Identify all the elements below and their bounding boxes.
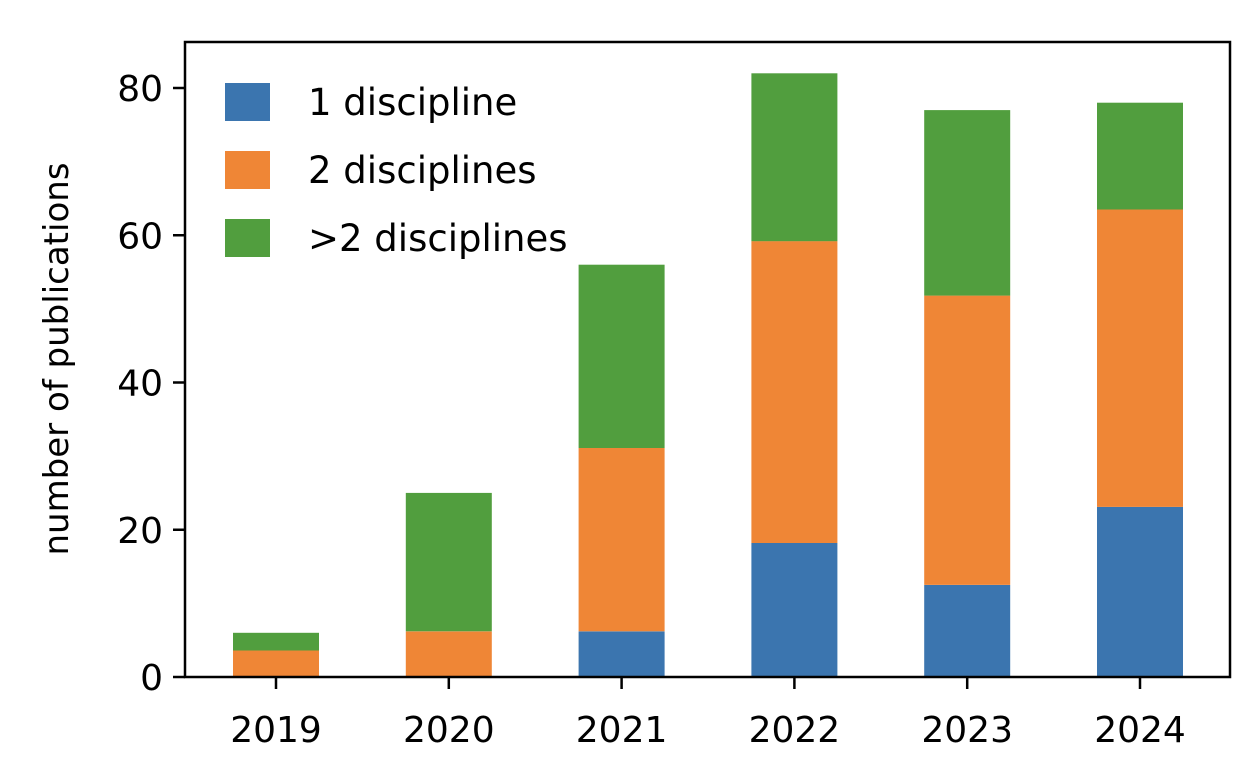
x-tick-label: 2019 — [230, 710, 322, 751]
legend-swatch-3 — [225, 219, 270, 257]
bar-2024-series-3 — [1097, 102, 1183, 210]
bar-2023-series-3 — [924, 110, 1011, 296]
y-axis: 0 20 40 60 80 — [117, 69, 185, 699]
bar-2024-series-2 — [1097, 209, 1183, 507]
bar-2019-series-2 — [233, 650, 319, 677]
y-tick-label: 20 — [117, 511, 163, 552]
y-tick-label: 0 — [140, 658, 163, 699]
x-tick-label: 2022 — [749, 710, 841, 751]
legend-swatch-1 — [225, 83, 270, 121]
bar-2019-series-3 — [233, 632, 319, 651]
x-axis: 2019 2020 2021 2022 2023 2024 — [230, 677, 1186, 751]
y-tick-label: 80 — [117, 69, 163, 110]
bar-2023-series-1 — [924, 585, 1011, 677]
legend-label-2: 2 disciplines — [308, 149, 537, 192]
bar-2020-series-2 — [405, 631, 492, 677]
plot-frame — [183, 40, 1232, 679]
y-tick-label: 40 — [117, 364, 163, 405]
bar-2021-series-2 — [578, 448, 665, 632]
bars-layer — [233, 73, 1183, 677]
bar-2024-series-1 — [1097, 506, 1183, 677]
x-tick-label: 2023 — [921, 710, 1013, 751]
legend-label-1: 1 discipline — [308, 81, 517, 124]
bar-2021-series-3 — [578, 264, 665, 448]
bar-2021-series-1 — [578, 631, 665, 677]
y-tick-label: 60 — [117, 216, 163, 257]
legend-swatch-2 — [225, 151, 270, 189]
bar-2022-series-2 — [751, 241, 838, 543]
legend: 1 discipline 2 disciplines >2 disciplines — [225, 81, 568, 260]
legend-label-3: >2 disciplines — [308, 217, 568, 260]
bar-2022-series-3 — [751, 73, 838, 242]
x-tick-label: 2021 — [576, 710, 668, 751]
bar-2023-series-2 — [924, 295, 1011, 585]
y-axis-title: number of publications — [37, 162, 77, 555]
x-tick-label: 2020 — [403, 710, 495, 751]
bar-2020-series-3 — [405, 492, 492, 632]
x-tick-label: 2024 — [1094, 710, 1186, 751]
bar-2022-series-1 — [751, 543, 838, 677]
